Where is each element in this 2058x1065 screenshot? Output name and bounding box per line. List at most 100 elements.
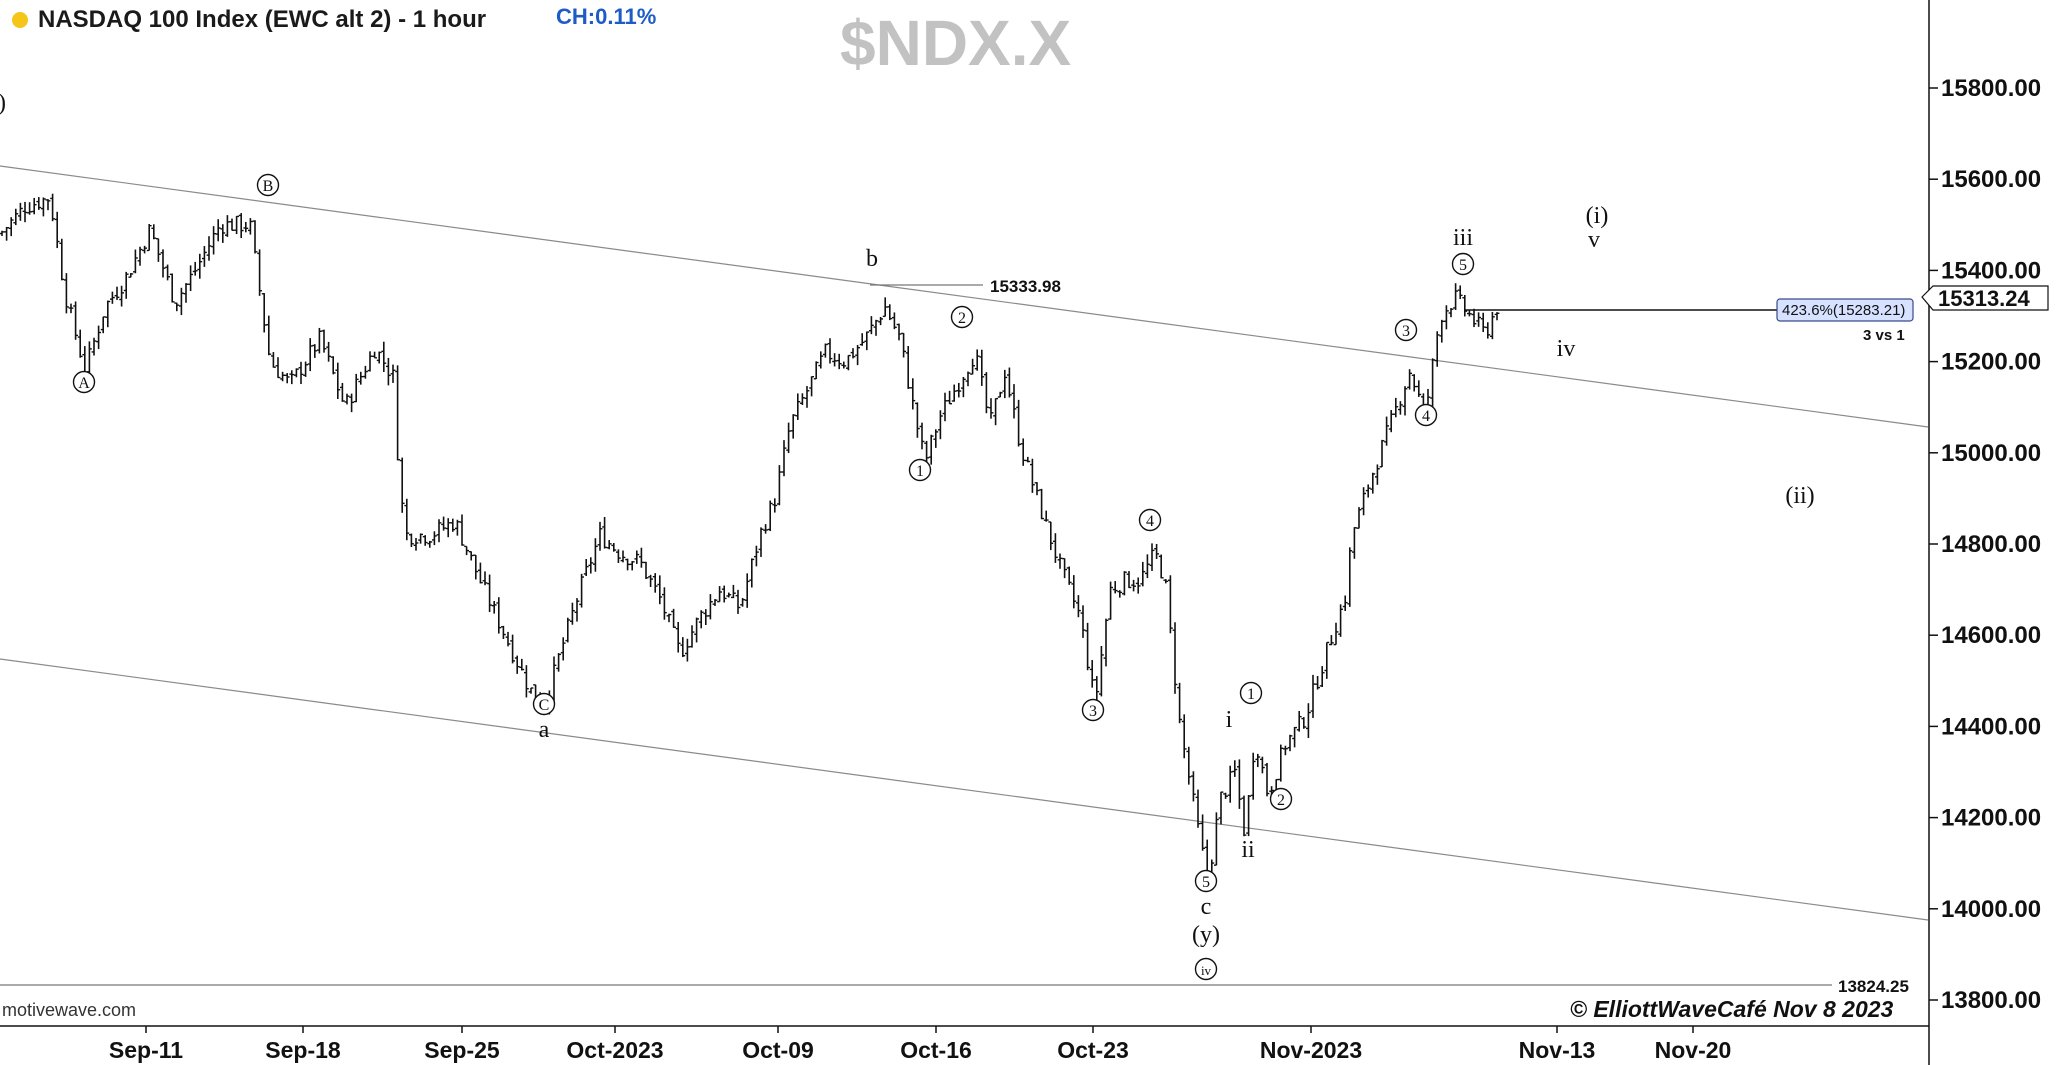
ohlc-bar (1135, 577, 1141, 594)
ohlc-bar (229, 218, 235, 231)
ohlc-bar (22, 201, 28, 223)
ohlc-bar (1434, 331, 1440, 367)
wave-label-pip: (i) (1586, 203, 1609, 229)
ohlc-bar (1467, 309, 1472, 317)
svg-text:B: B (263, 178, 274, 195)
ohlc-bar (1444, 305, 1449, 330)
ohlc-bar (1080, 605, 1086, 638)
ohlc-bar (312, 344, 318, 358)
ohlc-bar (399, 457, 405, 513)
ohlc-bar (1301, 717, 1307, 729)
ohlc-bar (340, 382, 345, 402)
wave-label-w5a: 5 (1194, 869, 1218, 893)
wave-label-w2b: 2 (1269, 787, 1293, 811)
ohlc-bar (1103, 618, 1109, 667)
ohlc-bar (744, 573, 750, 608)
ohlc-bar (1342, 595, 1348, 612)
ohlc-bar (54, 211, 60, 249)
ohlc-bar (114, 286, 120, 300)
ohlc-bar (1140, 561, 1146, 587)
ohlc-bar (496, 597, 502, 634)
ohlc-bar (758, 527, 764, 557)
ohlc-bar (68, 303, 74, 314)
ohlc-bar (275, 357, 281, 379)
ohlc-bar (1158, 554, 1164, 579)
svg-text:): ) (0, 90, 6, 116)
ohlc-bar (841, 361, 847, 369)
ohlc-bar (395, 365, 400, 461)
svg-text:2: 2 (1277, 792, 1285, 809)
ohlc-bar (740, 597, 745, 607)
ohlc-bar (570, 602, 575, 625)
level-label-high: 15333.98 (990, 277, 1061, 296)
ohlc-bar (321, 329, 327, 353)
wave-label-p: ) (0, 90, 6, 116)
ohlc-bar (1149, 543, 1155, 571)
ohlc-bar (128, 273, 134, 278)
ohlc-bar (215, 219, 221, 242)
ohlc-bar (137, 246, 143, 266)
y-tick-label: 14400.00 (1941, 713, 2041, 740)
ohlc-bar (427, 540, 433, 548)
wave-label-i: i (1226, 707, 1233, 733)
fib-note: 3 vs 1 (1863, 327, 1905, 344)
ohlc-bar (105, 300, 111, 328)
ohlc-bar (96, 325, 101, 350)
ohlc-bar (809, 376, 814, 397)
ohlc-bar (289, 370, 295, 385)
svg-text:3: 3 (1089, 703, 1097, 720)
ohlc-bar (1154, 543, 1159, 559)
ohlc-bar (979, 349, 985, 386)
svg-text:iv: iv (1201, 963, 1212, 978)
ohlc-bar (225, 215, 230, 237)
ohlc-bar (1241, 795, 1247, 837)
wave-label-v: v (1588, 227, 1600, 253)
ohlc-bar (859, 333, 865, 346)
ohlc-bar (919, 422, 925, 450)
ohlc-bar (280, 371, 285, 382)
ohlc-bar (882, 297, 888, 318)
ohlc-bar (390, 364, 396, 383)
ohlc-bar (873, 319, 879, 336)
ohlc-bar (666, 613, 672, 623)
ohlc-bar (514, 655, 520, 674)
ohlc-bar (202, 246, 207, 267)
ohlc-bar (188, 265, 193, 292)
ohlc-bar (850, 348, 856, 359)
ohlc-bar (933, 429, 939, 448)
ohlc-bar (344, 393, 350, 405)
ohlc-bar (1352, 527, 1357, 559)
svg-text:5: 5 (1459, 257, 1467, 274)
ohlc-bar (1057, 553, 1063, 569)
ohlc-bar (524, 665, 529, 698)
ohlc-bar (50, 193, 55, 222)
ohlc-bar (749, 558, 755, 588)
ohlc-bar (588, 557, 594, 574)
ohlc-bar (151, 224, 157, 240)
ohlc-bar (133, 249, 138, 274)
ohlc-bar (1020, 438, 1026, 466)
ohlc-bar (1246, 795, 1251, 837)
ohlc-bar (91, 337, 97, 356)
x-tick-label: Oct-2023 (566, 1037, 663, 1063)
ohlc-bar (1375, 464, 1380, 485)
ohlc-bar (409, 533, 414, 548)
ohlc-bar (381, 341, 387, 372)
ohlc-bar (335, 362, 341, 400)
ohlc-bar (501, 625, 506, 640)
copyright-label: © ElliottWaveCafé Nov 8 2023 (1570, 996, 1894, 1022)
ohlc-bar (192, 261, 198, 276)
ohlc-bar (174, 302, 180, 312)
ohlc-bar (41, 197, 46, 217)
ohlc-bar (620, 550, 626, 563)
ohlc-bar (1347, 547, 1353, 607)
ohlc-bar (786, 422, 791, 454)
ohlc-bar (643, 561, 649, 580)
ohlc-bar (910, 378, 916, 410)
change-label: CH:0.11% (556, 4, 657, 29)
ohlc-bar (473, 554, 479, 580)
ohlc-bar (606, 540, 612, 550)
ohlc-bar (602, 516, 607, 549)
ohlc-bar (1407, 369, 1412, 390)
ohlc-bar (1333, 622, 1339, 646)
